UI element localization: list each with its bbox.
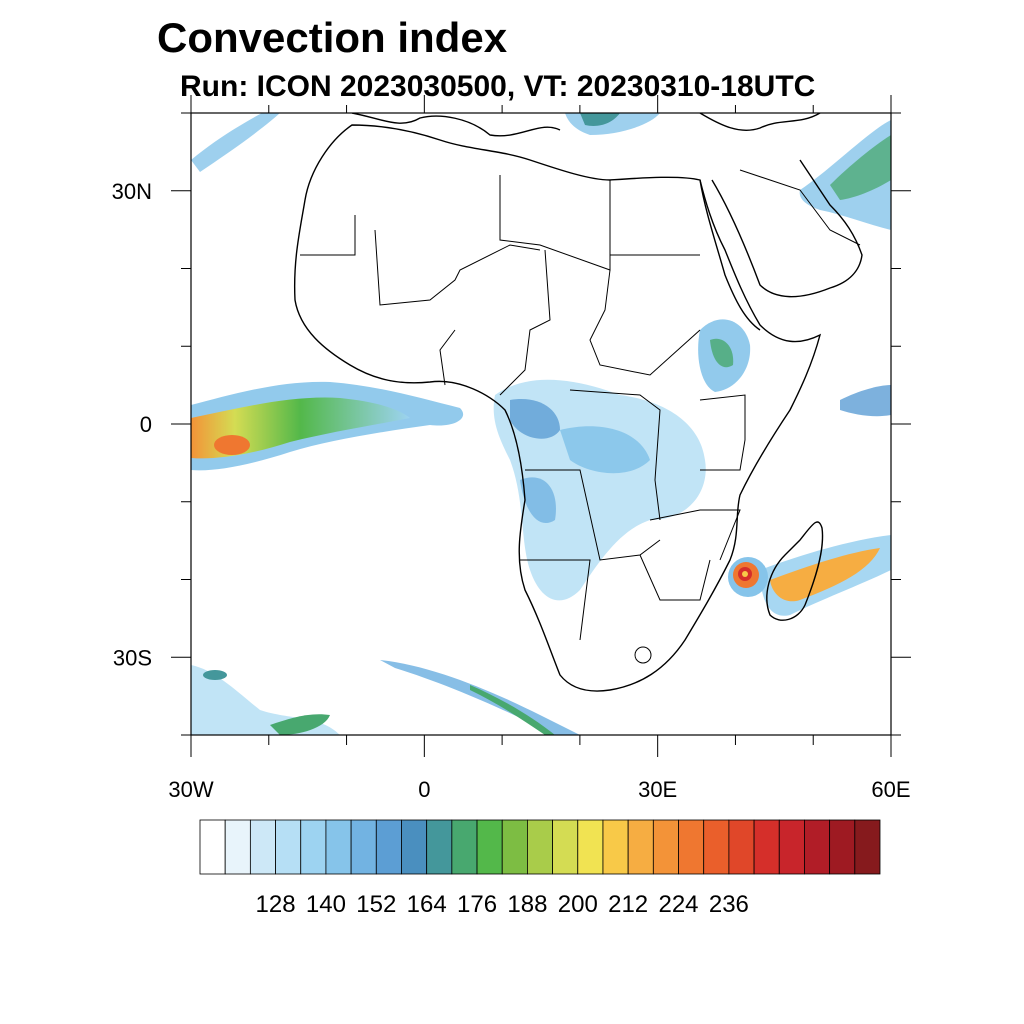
sw-convection xyxy=(191,665,340,735)
colorbar-swatch xyxy=(703,819,730,875)
border-namibia xyxy=(520,559,591,641)
colorbar-label: 152 xyxy=(356,891,396,918)
lon-tick-label: 30E xyxy=(638,777,677,802)
chart-subtitle: Run: ICON 2023030500, VT: 20230310-18UTC xyxy=(180,70,816,103)
border-saudi xyxy=(739,169,861,246)
angola-convection-cell xyxy=(520,477,556,524)
colorbar-swatch xyxy=(401,819,428,875)
ethiopia-convection-core xyxy=(710,338,734,368)
colorbar-swatch xyxy=(728,819,755,875)
colorbar-label: 188 xyxy=(507,891,547,918)
colorbar-swatch xyxy=(778,819,805,875)
border-kenya xyxy=(699,394,746,471)
colorbar-labels: 128 140 152 164 176 188 200 212 224 236 xyxy=(256,891,749,918)
colorbar-label: 236 xyxy=(709,891,749,918)
sw-convection-core xyxy=(270,714,330,735)
sw-convection-cell xyxy=(203,670,227,680)
lat-tick-label: 0 xyxy=(140,412,152,437)
middle-east-convection-core xyxy=(830,135,891,200)
nw-atlantic-convection xyxy=(191,113,280,172)
border-libya xyxy=(499,175,611,271)
country-borders xyxy=(300,169,861,664)
coastlines xyxy=(293,113,863,692)
madagascar-coastline xyxy=(766,521,824,621)
lon-tick-label: 30W xyxy=(168,777,213,802)
arabia-coastline xyxy=(711,159,863,298)
colorbar-swatch xyxy=(224,819,251,875)
colorbar-swatch xyxy=(426,819,453,875)
colorbar-swatch xyxy=(552,819,579,875)
colorbar-label: 212 xyxy=(608,891,648,918)
colorbar-swatch xyxy=(275,819,302,875)
colorbar-swatch xyxy=(501,819,528,875)
border-chad xyxy=(499,249,551,396)
colorbar-swatch xyxy=(854,819,881,875)
congo-convection-cell xyxy=(510,399,560,439)
colorbar-swatch xyxy=(753,819,780,875)
colorbar-swatch xyxy=(199,819,226,875)
colorbar-swatch xyxy=(602,819,629,875)
colorbar-label: 200 xyxy=(558,891,598,918)
border-sudan xyxy=(589,269,701,376)
colorbar-label: 224 xyxy=(658,891,698,918)
mediterranean-convection-core xyxy=(580,113,620,126)
lon-tick-label: 60E xyxy=(871,777,910,802)
border-lesotho xyxy=(634,646,652,664)
colorbar-swatch xyxy=(577,819,604,875)
red-sea-coast xyxy=(699,179,761,331)
border-sahel-1 xyxy=(374,229,541,306)
indian-ocean-convection xyxy=(840,385,891,417)
congo-basin-cell xyxy=(560,426,650,474)
colorbar xyxy=(199,819,881,875)
colorbar-swatch xyxy=(652,819,679,875)
lat-tick-label: 30S xyxy=(113,645,152,670)
colorbar-swatch xyxy=(325,819,352,875)
border-nigeria xyxy=(439,329,456,386)
atlantic-convection-peak xyxy=(214,435,250,455)
colorbar-swatch xyxy=(350,819,377,875)
colorbar-swatch xyxy=(678,819,705,875)
cyclone-eye xyxy=(742,571,748,577)
colorbar-swatch xyxy=(451,819,478,875)
border-morocco xyxy=(300,215,356,256)
south-atlantic-convection-streak xyxy=(380,660,580,735)
colorbar-swatch xyxy=(476,819,503,875)
border-tanzania xyxy=(649,509,741,561)
europe-coastline xyxy=(351,113,821,137)
colorbar-swatch xyxy=(627,819,654,875)
border-angola xyxy=(525,469,661,561)
border-zimbabwe xyxy=(639,554,711,601)
south-atlantic-streak-core xyxy=(470,685,555,735)
lat-tick-label: 30N xyxy=(112,179,152,204)
colorbar-label: 164 xyxy=(407,891,447,918)
colorbar-label: 140 xyxy=(306,891,346,918)
colorbar-swatch xyxy=(829,819,856,875)
colorbar-swatch xyxy=(804,819,831,875)
colorbar-swatch xyxy=(249,819,276,875)
colorbar-swatch xyxy=(527,819,553,875)
madagascar-convection-core xyxy=(770,548,880,602)
chart-title: Convection index xyxy=(157,14,508,61)
axis-tick-labels: 30W 0 30E 60E 30N 0 30S xyxy=(112,179,911,802)
border-drc xyxy=(569,389,661,521)
colorbar-label: 128 xyxy=(256,891,296,918)
africa-coastline xyxy=(293,124,822,692)
axis-ticks xyxy=(171,95,911,757)
colorbar-swatch xyxy=(300,819,327,875)
convection-field xyxy=(191,113,891,735)
lon-tick-label: 0 xyxy=(418,777,430,802)
colorbar-label: 176 xyxy=(457,891,497,918)
colorbar-swatch xyxy=(375,819,402,875)
